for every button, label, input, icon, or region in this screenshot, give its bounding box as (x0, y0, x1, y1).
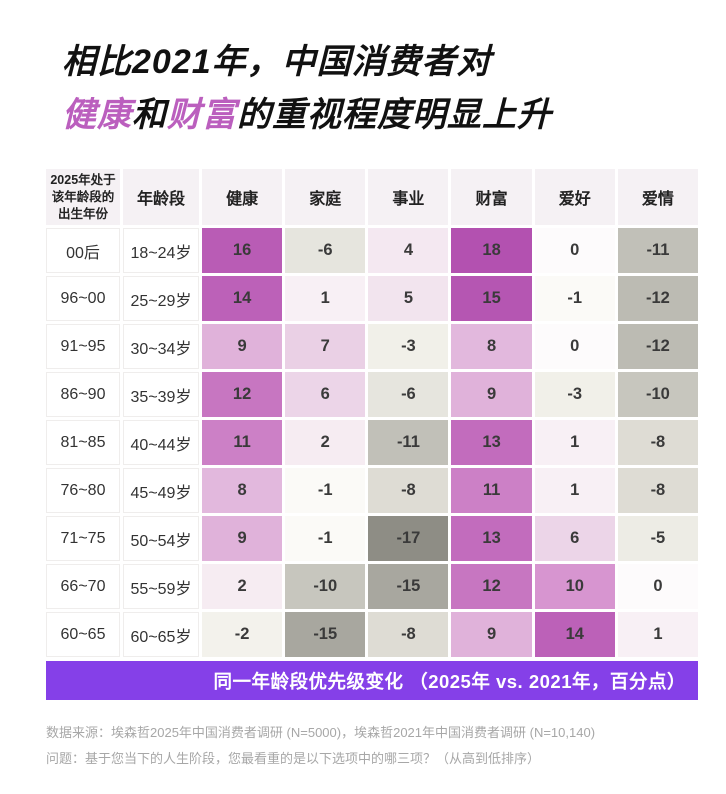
caption-band: 同一年龄段优先级变化 （2025年 vs. 2021年，百分点） (46, 661, 698, 701)
title-line-2-text-b: 的重视程度明显上升 (237, 95, 552, 134)
heatmap-cell: 0 (534, 228, 615, 274)
row-birth-label: 81~85 (46, 420, 120, 466)
heatmap-cell: -8 (617, 420, 698, 466)
heatmap-cell: 18 (451, 228, 532, 274)
row-age-label: 45~49岁 (123, 468, 199, 514)
heatmap-cell: 1 (534, 420, 615, 466)
title-line-2: 健康和财富的重视程度明显上升 (62, 89, 726, 142)
heatmap-cell: 7 (285, 324, 366, 370)
heatmap-cell: 11 (451, 468, 532, 514)
row-birth-label: 86~90 (46, 372, 120, 418)
row-age-label: 40~44岁 (123, 420, 199, 466)
heatmap-cell: 16 (202, 228, 283, 274)
heatmap-cell: 9 (451, 372, 532, 418)
row-birth-label: 91~95 (46, 324, 120, 370)
heatmap-cell: 0 (617, 564, 698, 610)
heatmap-cell: 8 (202, 468, 283, 514)
column-header-wealth: 财富 (451, 169, 532, 226)
heatmap-cell: -3 (368, 324, 449, 370)
heatmap-cell: -1 (285, 516, 366, 562)
heatmap-cell: 9 (202, 324, 283, 370)
heatmap-cell: 2 (202, 564, 283, 610)
heatmap-cell: 15 (451, 276, 532, 322)
heatmap-cell: 14 (202, 276, 283, 322)
heatmap-cell: -11 (368, 420, 449, 466)
heatmap-cell: -11 (617, 228, 698, 274)
heatmap-cell: -12 (617, 276, 698, 322)
title-line-1: 相比2021年，中国消费者对 (62, 43, 492, 81)
row-birth-label: 66~70 (46, 564, 120, 610)
heatmap-cell: 0 (534, 324, 615, 370)
heatmap-cell: 14 (534, 612, 615, 658)
page-title: 相比2021年，中国消费者对 健康和财富的重视程度明显上升 (62, 36, 726, 141)
column-header-age-group: 年龄段 (123, 169, 199, 226)
row-age-label: 18~24岁 (123, 228, 199, 274)
heatmap-cell: 1 (285, 276, 366, 322)
heatmap-cell: 11 (202, 420, 283, 466)
column-header-love: 爱情 (617, 169, 698, 226)
column-header-hobby: 爱好 (534, 169, 615, 226)
heatmap-cell: -1 (285, 468, 366, 514)
caption-band-label: 同一年龄段优先级变化 （2025年 vs. 2021年，百分点） (213, 670, 686, 692)
row-age-label: 25~29岁 (123, 276, 199, 322)
heatmap-cell: 6 (534, 516, 615, 562)
heatmap-cell: -12 (617, 324, 698, 370)
title-highlight-wealth: 财富 (167, 95, 237, 134)
row-age-label: 30~34岁 (123, 324, 199, 370)
column-header-family: 家庭 (285, 169, 366, 226)
heatmap-cell: 4 (368, 228, 449, 274)
row-birth-label: 76~80 (46, 468, 120, 514)
title-line-2-text-a: 和 (132, 95, 167, 134)
row-birth-label: 96~00 (46, 276, 120, 322)
heatmap-cell: 8 (451, 324, 532, 370)
heatmap-table: 2025年处于 该年龄段的 出生年份 年龄段 健康 家庭 事业 财富 爱好 爱情… (46, 169, 698, 658)
row-age-label: 50~54岁 (123, 516, 199, 562)
heatmap-cell: -6 (368, 372, 449, 418)
heatmap-cell: -10 (617, 372, 698, 418)
heatmap-cell: -15 (285, 612, 366, 658)
heatmap-cell: 1 (534, 468, 615, 514)
heatmap-cell: -8 (617, 468, 698, 514)
heatmap-cell: 10 (534, 564, 615, 610)
heatmap-cell: 9 (451, 612, 532, 658)
title-highlight-health: 健康 (62, 95, 132, 134)
column-header-health: 健康 (202, 169, 283, 226)
heatmap-cell: -8 (368, 468, 449, 514)
heatmap-cell: -2 (202, 612, 283, 658)
heatmap-cell: 9 (202, 516, 283, 562)
heatmap-cell: -8 (368, 612, 449, 658)
heatmap-cell: 6 (285, 372, 366, 418)
heatmap-cell: -17 (368, 516, 449, 562)
row-age-label: 35~39岁 (123, 372, 199, 418)
heatmap-cell: 5 (368, 276, 449, 322)
row-birth-label: 00后 (46, 228, 120, 274)
heatmap-cell: -5 (617, 516, 698, 562)
column-header-birth-year: 2025年处于 该年龄段的 出生年份 (46, 169, 120, 226)
row-age-label: 60~65岁 (123, 612, 199, 658)
heatmap-cell: 12 (451, 564, 532, 610)
source-line-1: 数据来源：埃森哲2025年中国消费者调研 (N=5000)，埃森哲2021年中国… (46, 725, 596, 741)
heatmap-cell: 13 (451, 516, 532, 562)
source-note: 数据来源：埃森哲2025年中国消费者调研 (N=5000)，埃森哲2021年中国… (46, 720, 696, 772)
column-header-career: 事业 (368, 169, 449, 226)
heatmap-cell: 13 (451, 420, 532, 466)
source-line-2: 问题：基于您当下的人生阶段，您最看重的是以下选项中的哪三项？（从高到低排序） (46, 751, 541, 767)
heatmap-cell: -3 (534, 372, 615, 418)
heatmap-cell: 12 (202, 372, 283, 418)
heatmap-cell: -15 (368, 564, 449, 610)
heatmap-cell: -6 (285, 228, 366, 274)
heatmap-cell: 2 (285, 420, 366, 466)
heatmap-cell: 1 (617, 612, 698, 658)
heatmap-cell: -1 (534, 276, 615, 322)
heatmap-cell: -10 (285, 564, 366, 610)
row-age-label: 55~59岁 (123, 564, 199, 610)
row-birth-label: 71~75 (46, 516, 120, 562)
row-birth-label: 60~65 (46, 612, 120, 658)
